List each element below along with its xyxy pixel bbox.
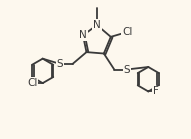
- Text: N: N: [93, 20, 101, 30]
- Text: S: S: [123, 64, 130, 75]
- Text: N: N: [79, 30, 87, 40]
- Text: Cl: Cl: [27, 78, 37, 88]
- Text: S: S: [57, 59, 63, 69]
- Text: Cl: Cl: [122, 27, 133, 37]
- Text: F: F: [153, 86, 159, 96]
